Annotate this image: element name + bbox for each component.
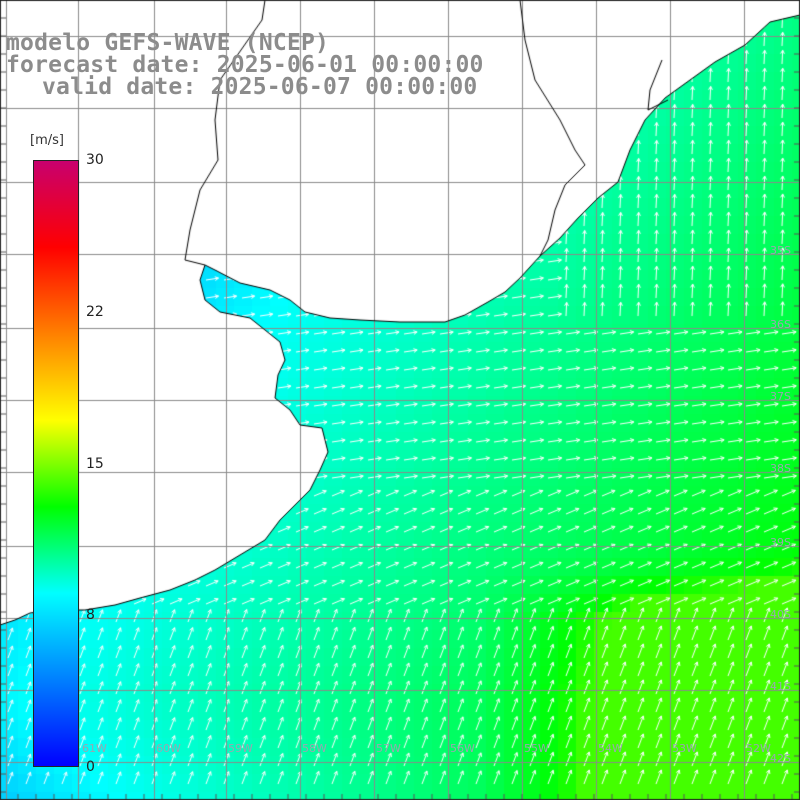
latitude-label: 35S xyxy=(770,244,791,257)
longitude-label: 61W xyxy=(82,742,107,755)
latitude-label: 39S xyxy=(770,536,791,549)
latitude-label: 40S xyxy=(770,608,791,621)
title-forecast-date: forecast date: 2025-06-01 00:00:00 xyxy=(6,52,484,78)
colorbar-tick-label: 15 xyxy=(86,455,104,472)
longitude-label: 60W xyxy=(156,742,181,755)
longitude-label: 52W xyxy=(746,742,771,755)
longitude-label: 59W xyxy=(228,742,253,755)
latitude-label: 36S xyxy=(770,318,791,331)
colorbar xyxy=(33,160,79,767)
longitude-label: 58W xyxy=(302,742,327,755)
title-valid-date: valid date: 2025-06-07 00:00:00 xyxy=(42,74,478,100)
colorbar-unit: [m/s] xyxy=(30,133,64,148)
colorbar-tick-label: 0 xyxy=(86,759,95,775)
longitude-label: 57W xyxy=(376,742,401,755)
longitude-label: 56W xyxy=(450,742,475,755)
latitude-label: 41S xyxy=(770,680,791,693)
latitude-label: 42S xyxy=(770,752,791,765)
colorbar-tick-label: 22 xyxy=(86,303,104,320)
colorbar-tick-label: 30 xyxy=(86,152,104,168)
latitude-label: 37S xyxy=(770,390,791,403)
title-model: modelo GEFS-WAVE (NCEP) xyxy=(6,30,330,56)
longitude-label: 54W xyxy=(598,742,623,755)
longitude-label: 53W xyxy=(672,742,697,755)
longitude-label: 55W xyxy=(524,742,549,755)
colorbar-tick-label: 8 xyxy=(86,607,95,624)
latitude-label: 38S xyxy=(770,462,791,475)
